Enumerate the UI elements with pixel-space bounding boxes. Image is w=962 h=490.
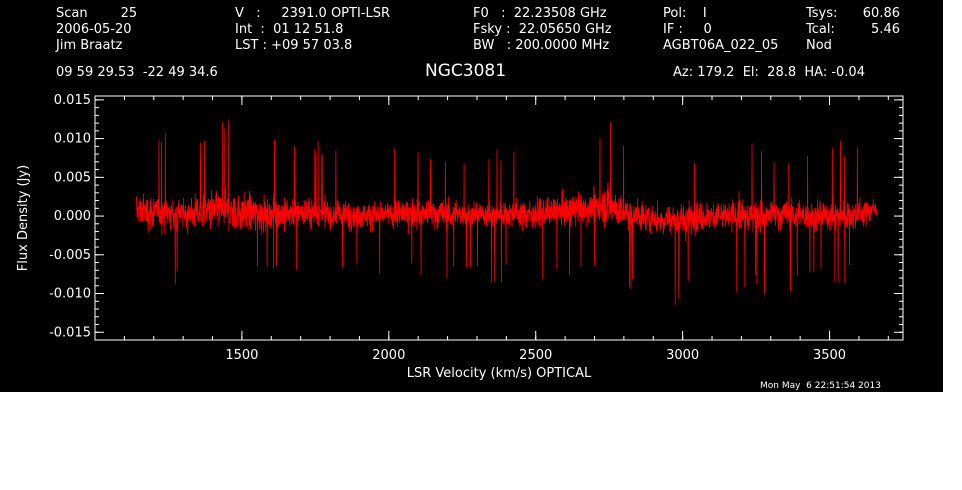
x-tick-label: 3500 [813, 348, 846, 363]
x-tick-label: 3000 [666, 348, 699, 363]
header-polarization: Pol: I [663, 6, 707, 21]
plot-frame [94, 95, 904, 341]
y-tick-label: 0.015 [54, 93, 91, 108]
x-axis-label: LSR Velocity (km/s) OPTICAL [407, 366, 592, 381]
header-velocity: V : 2391.0 OPTI-LSR [235, 6, 391, 21]
x-tick-label: 2500 [519, 348, 552, 363]
header-nod-label: Nod [806, 38, 832, 53]
header-pointing: Az: 179.2 El: 28.8 HA: -0.04 [673, 65, 865, 80]
header-tsys-value: 60.86 [862, 6, 900, 21]
y-tick-label: 0.010 [54, 132, 91, 147]
header-integration: Int : 01 12 51.8 [235, 22, 344, 37]
spectrum-chart: -0.015 -0.010 -0.005 0.000 0.005 0.010 0.015 15… [16, 93, 904, 381]
header-observer: Jim Braatz [56, 38, 123, 53]
chart-title: NGC3081 [425, 61, 507, 81]
header-rest-freq: F0 : 22.23508 GHz [473, 6, 607, 21]
plot-panel [0, 0, 943, 392]
header-lst: LST : +09 57 03.8 [235, 38, 353, 53]
header-tsys-label: Tsys: [806, 6, 838, 21]
y-axis-label: Flux Density (Jy) [16, 165, 31, 271]
header-sky-freq: Fsky : 22.05650 GHz [473, 22, 612, 37]
timestamp: Mon May 6 22:51:54 2013 [760, 381, 881, 391]
y-tick-label: -0.005 [49, 248, 91, 263]
y-tick-label: -0.010 [49, 287, 91, 302]
header-date: 2006-05-20 [56, 22, 132, 37]
x-tick-label: 1500 [225, 348, 258, 363]
header-scan: Scan 25 [56, 6, 138, 21]
header-bandwidth: BW : 200.0000 MHz [473, 38, 610, 53]
header-if: IF : 0 [663, 22, 712, 37]
header-tcal-label: Tcal: [806, 22, 835, 37]
x-tick-label: 2000 [372, 348, 405, 363]
y-tick-label: 0.005 [54, 170, 91, 185]
header-project: AGBT06A_022_05 [663, 38, 779, 53]
header-tcal-value: 5.46 [871, 22, 900, 37]
spectrum-line [135, 119, 877, 305]
y-tick-label: -0.015 [49, 325, 91, 340]
y-tick-label: 0.000 [54, 209, 91, 224]
header-coordinates: 09 59 29.53 -22 49 34.6 [56, 65, 218, 80]
